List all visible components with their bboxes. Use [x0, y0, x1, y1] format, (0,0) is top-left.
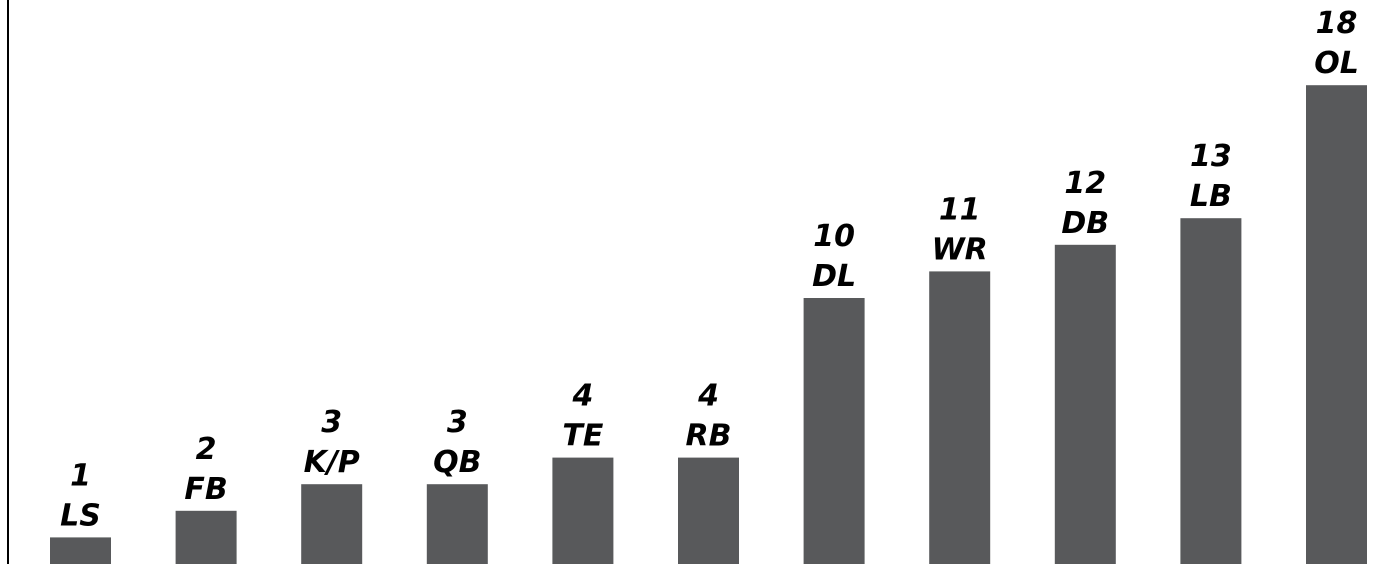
bar-value-label: 18 — [1316, 6, 1358, 41]
bar-value-label: 13 — [1190, 139, 1232, 174]
labels-group: 1 LS 2 FB 3 K/P 3 QB 4 TE 4 RB 10 DL 11 WR 12 DB 13 LB 18 OL — [60, 6, 1359, 533]
bar-te — [552, 457, 614, 564]
bar-ol — [1306, 85, 1367, 564]
bar-category-label: LS — [60, 498, 101, 533]
bar-category-label: K/P — [304, 445, 360, 480]
bar-lb — [1180, 218, 1242, 564]
bar-rb — [678, 457, 739, 564]
bar-value-label: 4 — [697, 379, 719, 414]
bar-value-label: 1 — [70, 458, 91, 493]
bar-category-label: FB — [184, 472, 227, 507]
bar-category-label: RB — [686, 419, 732, 454]
bar-category-label: WR — [932, 232, 988, 267]
bar-dl — [803, 298, 865, 564]
bars-group — [50, 85, 1367, 564]
bar-fb — [175, 510, 237, 564]
bar-wr — [929, 271, 991, 564]
bar-category-label: OL — [1314, 46, 1359, 81]
bar-ls — [50, 537, 111, 564]
bar-db — [1054, 244, 1116, 564]
bar-value-label: 11 — [939, 192, 981, 227]
bar-category-label: TE — [562, 419, 603, 454]
bar-category-label: LB — [1190, 179, 1232, 214]
bar-value-label: 2 — [196, 432, 217, 467]
bar-value-label: 3 — [447, 405, 468, 440]
bar-k-p — [301, 484, 363, 564]
bar-category-label: DL — [812, 259, 856, 294]
bar-value-label: 10 — [813, 219, 855, 254]
bar-category-label: DB — [1061, 206, 1109, 241]
bar-qb — [426, 484, 488, 564]
bar-value-label: 12 — [1064, 166, 1106, 201]
bar-value-label: 4 — [571, 379, 593, 414]
bar-category-label: QB — [433, 445, 481, 480]
bar-value-label: 3 — [321, 405, 342, 440]
